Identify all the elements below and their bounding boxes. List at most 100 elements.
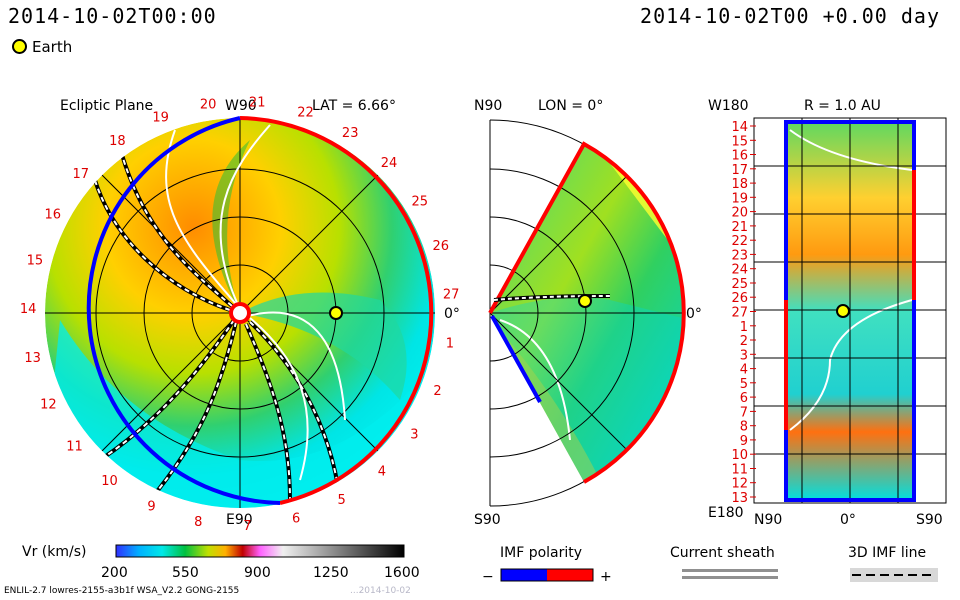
carrington-label: 25: [412, 195, 429, 210]
meridional-grid: [489, 119, 684, 507]
ecliptic-panel: Ecliptic Plane W90 LAT = 6.66° E90 0°: [20, 96, 460, 534]
time-offset: 2014-10-02T00 +0.00 day: [640, 4, 940, 28]
imf-minus-label: −: [482, 569, 494, 585]
radial-w180-label: W180: [708, 98, 749, 114]
imf-polarity-title: IMF polarity: [500, 545, 582, 561]
radial-y-tick: 25: [731, 277, 748, 292]
carrington-label: 27: [443, 287, 460, 302]
ecliptic-w90-label: W90: [225, 98, 257, 114]
meridional-earth-icon: [578, 294, 592, 308]
colorbar-tick-900: 900: [244, 565, 271, 581]
run-info: ...2014-10-02: [350, 586, 411, 596]
radial-y-tick: 16: [731, 149, 748, 164]
ecliptic-lat-label: LAT = 6.66°: [312, 98, 396, 114]
sun-icon: [229, 302, 251, 324]
radial-y-tick: 10: [731, 448, 748, 463]
ecliptic-0deg-label: 0°: [444, 306, 460, 322]
radial-y-tick: 4: [740, 363, 748, 378]
radial-y-tick: 14: [731, 120, 748, 135]
carrington-label: 13: [24, 351, 41, 366]
radial-y-tick: 26: [731, 291, 748, 306]
carrington-label: 12: [40, 398, 57, 413]
meridional-s90-label: S90: [474, 512, 501, 528]
colorbar-tick-1250: 1250: [313, 565, 349, 581]
colorbar-tick-1600: 1600: [384, 565, 420, 581]
radial-e180-label: E180: [708, 505, 744, 521]
carrington-label: 5: [338, 493, 346, 508]
radial-y-tick: 19: [731, 191, 748, 206]
carrington-label: 9: [147, 500, 155, 515]
carrington-label: 22: [297, 105, 314, 120]
radial-y-tick: 5: [740, 377, 748, 392]
imf-plus-label: +: [600, 569, 612, 585]
colorbar-label: Vr (km/s): [22, 544, 86, 560]
radial-title: R = 1.0 AU: [804, 98, 881, 114]
carrington-label: 6: [292, 512, 300, 527]
meridional-0deg-label: 0°: [686, 306, 702, 322]
radial-y-tick: 8: [740, 420, 748, 435]
radial-y-tick: 22: [731, 234, 748, 249]
carrington-label: 17: [73, 167, 90, 182]
ecliptic-negative-ring: [86, 116, 281, 505]
radial-y-ticks: 1415161718192021222324252627123456789101…: [731, 120, 756, 506]
radial-n90-label: N90: [754, 512, 782, 528]
carrington-label: 21: [249, 96, 266, 111]
meridional-negative-edge: [490, 315, 542, 403]
radial-y-tick: 23: [731, 248, 748, 263]
imf-line-legend: 3D IMF line: [848, 545, 938, 582]
colorbar-tick-550: 550: [172, 565, 199, 581]
colorbar-tick-200: 200: [101, 565, 128, 581]
radial-y-tick: 21: [731, 220, 748, 235]
imf-negative-swatch: [501, 569, 547, 581]
meridional-n90-label: N90: [474, 98, 502, 114]
carrington-label: 3: [410, 428, 418, 443]
earth-marker-icon: [12, 39, 27, 54]
carrington-label: 18: [109, 134, 126, 149]
radial-y-tick: 24: [731, 263, 748, 278]
carrington-label: 23: [342, 126, 359, 141]
radial-y-tick: 18: [731, 177, 748, 192]
radial-y-tick: 27: [731, 306, 748, 321]
timestamp: 2014-10-02T00:00: [8, 4, 217, 28]
radial-y-tick: 12: [731, 477, 748, 492]
carrington-label: 20: [200, 97, 217, 112]
current-sheath-lines: [165, 124, 346, 481]
radial-y-tick: 17: [731, 163, 748, 178]
radial-y-tick: 1: [740, 320, 748, 335]
radial-y-tick: 20: [731, 206, 748, 221]
carrington-label: 24: [381, 156, 398, 171]
earth-legend-label: Earth: [32, 38, 73, 56]
carrington-label: 10: [101, 474, 118, 489]
radial-y-tick: 9: [740, 434, 748, 449]
carrington-label: 7: [243, 519, 251, 534]
carrington-label: 11: [66, 440, 83, 455]
colorbar: Vr (km/s) 200 550 900 1250 1600: [22, 544, 420, 581]
radial-s90-label: S90: [916, 512, 943, 528]
colorbar-scale: [115, 544, 405, 558]
meridional-lon-label: LON = 0°: [538, 98, 603, 114]
carrington-label: 19: [152, 110, 169, 125]
radial-y-tick: 7: [740, 405, 748, 420]
ecliptic-positive-ring: [239, 116, 434, 505]
radial-0deg-label: 0°: [840, 512, 856, 528]
radial-y-tick: 13: [731, 491, 748, 506]
carrington-label: 16: [45, 208, 62, 223]
radial-y-tick: 11: [731, 463, 748, 478]
radial-y-tick: 6: [740, 391, 748, 406]
radial-y-tick: 15: [731, 134, 748, 149]
current-sheath-legend: Current sheath: [670, 545, 778, 579]
ecliptic-e90-label: E90: [226, 512, 253, 528]
current-sheath-title: Current sheath: [670, 545, 775, 561]
ecliptic-earth-icon: [329, 306, 343, 320]
imf-positive-swatch: [547, 569, 593, 581]
carrington-label: 15: [27, 253, 44, 268]
carrington-label: 14: [20, 302, 37, 317]
radial-earth-icon: [836, 304, 850, 318]
carrington-label: 2: [433, 384, 441, 399]
meridional-panel: N90 LON = 0° S90 0°: [474, 98, 702, 528]
carrington-label: 4: [378, 465, 386, 480]
radial-y-tick: 3: [740, 348, 748, 363]
carrington-label: 26: [433, 239, 450, 254]
imf-polarity-legend: IMF polarity − +: [482, 545, 612, 585]
